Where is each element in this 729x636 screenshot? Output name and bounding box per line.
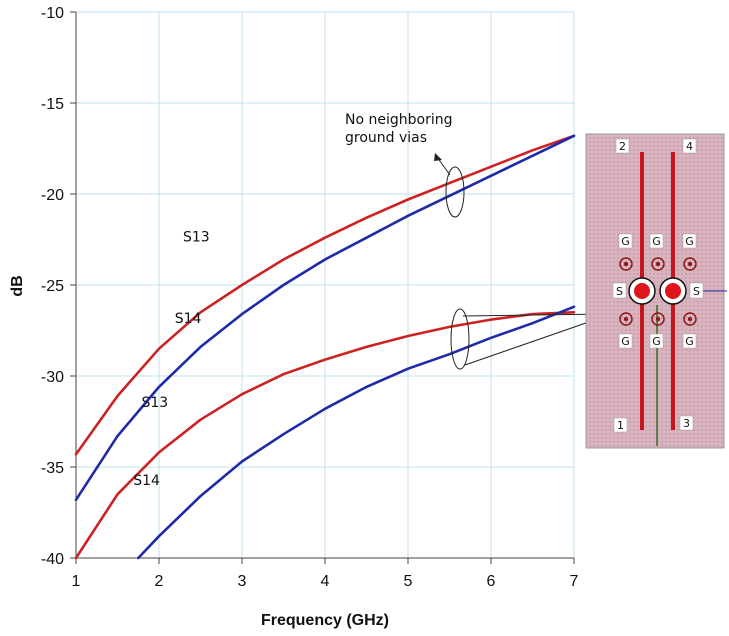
inset-pointer-line-2 <box>464 315 607 366</box>
ground-vias <box>619 257 697 326</box>
series-label-s14: S14 <box>175 311 202 327</box>
y-tick-label: -25 <box>41 278 64 295</box>
signal-vias <box>628 277 687 305</box>
annotation-ellipse-top <box>445 166 465 218</box>
annotation-no-ground-vias: No neighboring ground vias <box>345 112 607 370</box>
series-label-s14: S14 <box>133 473 160 489</box>
x-tick-label: 1 <box>72 573 81 590</box>
ground-via <box>655 316 661 322</box>
annotation-line-1: No neighboring <box>345 112 452 128</box>
ground-via <box>623 261 629 267</box>
signal-label: S <box>616 285 623 298</box>
y-tick-labels: -10 -15 -20 -25 -30 -35 -40 <box>41 5 64 568</box>
y-axis-title: dB <box>9 275 26 296</box>
inset-diagram: 2 4 1 3 G G G G G G S S <box>585 133 727 449</box>
x-tick-label: 5 <box>404 573 413 590</box>
axes <box>75 12 574 559</box>
ground-label: G <box>621 235 630 248</box>
series-s13-with-ground-vias <box>74 310 576 560</box>
ground-via <box>683 312 697 326</box>
x-tick-label: 6 <box>487 573 496 590</box>
x-tick-label: 4 <box>321 573 330 590</box>
series-s14-with-ground-vias <box>137 305 576 560</box>
port-label: 1 <box>617 419 624 432</box>
ground-via <box>687 261 693 267</box>
signal-via-right-pad <box>665 283 681 299</box>
ground-via <box>623 316 629 322</box>
ground-via <box>683 257 697 271</box>
ground-label: G <box>652 335 661 348</box>
series-label-s13: S13 <box>141 395 168 411</box>
port-label: 2 <box>619 140 626 153</box>
port-label: 3 <box>683 417 690 430</box>
y-tick-label: -30 <box>41 369 64 386</box>
annotation-arrowhead <box>434 153 442 161</box>
ground-via <box>651 257 665 271</box>
series-labels: S13 S14 S13 S14 <box>133 229 210 489</box>
ground-via <box>651 312 665 326</box>
x-tick-label: 3 <box>238 573 247 590</box>
port-label: 4 <box>686 140 693 153</box>
y-tick-label: -35 <box>41 460 64 477</box>
y-tick-label: -20 <box>41 187 64 204</box>
signal-via-left-pad <box>634 283 650 299</box>
annotation-ellipse-bottom <box>450 308 470 370</box>
ground-via <box>687 316 693 322</box>
ground-label: G <box>685 235 694 248</box>
x-axis-title: Frequency (GHz) <box>261 612 389 629</box>
ground-label: G <box>685 335 694 348</box>
x-tick-label: 7 <box>570 573 579 590</box>
y-tick-label: -10 <box>41 5 64 22</box>
ground-label: G <box>621 335 630 348</box>
y-tick-label: -40 <box>41 551 64 568</box>
ground-via <box>619 257 633 271</box>
ground-via <box>655 261 661 267</box>
x-tick-labels: 1 2 3 4 5 6 7 <box>72 573 579 590</box>
annotation-line-2: ground vias <box>345 130 427 146</box>
x-tick-label: 2 <box>155 573 164 590</box>
ground-via <box>619 312 633 326</box>
inset-pointer-line-1 <box>462 313 607 317</box>
series-label-s13: S13 <box>183 229 210 245</box>
ground-label: G <box>652 235 661 248</box>
signal-label: S <box>693 285 700 298</box>
series-lines <box>74 134 576 560</box>
y-tick-label: -15 <box>41 96 64 113</box>
inset-labels: 2 4 1 3 G G G G G G S S <box>612 138 704 433</box>
